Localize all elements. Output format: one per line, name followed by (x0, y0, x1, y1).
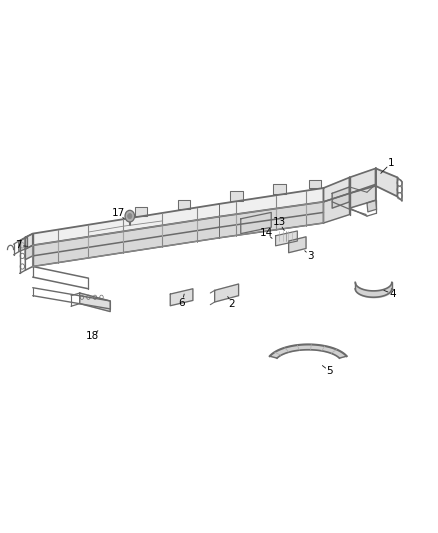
Text: 2: 2 (229, 298, 235, 309)
Polygon shape (170, 289, 193, 306)
Text: 17: 17 (112, 208, 126, 219)
Polygon shape (270, 344, 346, 358)
Polygon shape (276, 231, 297, 246)
Text: 3: 3 (307, 251, 314, 261)
Text: 7: 7 (14, 240, 21, 251)
Polygon shape (178, 200, 190, 209)
Polygon shape (25, 245, 33, 260)
Polygon shape (230, 191, 243, 200)
Text: 18: 18 (86, 332, 99, 342)
Text: 5: 5 (327, 367, 333, 376)
Polygon shape (323, 193, 350, 223)
Polygon shape (215, 284, 239, 302)
Polygon shape (241, 213, 271, 233)
Polygon shape (332, 187, 350, 208)
Circle shape (127, 214, 132, 219)
Polygon shape (33, 188, 323, 245)
Polygon shape (273, 184, 286, 194)
Polygon shape (134, 207, 147, 216)
Polygon shape (25, 233, 33, 249)
Polygon shape (350, 184, 376, 208)
Polygon shape (33, 202, 323, 266)
Text: 13: 13 (272, 217, 286, 228)
Polygon shape (323, 177, 350, 202)
Text: 4: 4 (390, 289, 396, 299)
Polygon shape (350, 168, 376, 193)
Text: 1: 1 (388, 158, 394, 168)
Circle shape (125, 211, 134, 222)
Polygon shape (376, 168, 397, 197)
Polygon shape (289, 237, 306, 253)
Polygon shape (19, 237, 28, 252)
Polygon shape (309, 180, 321, 188)
Text: 6: 6 (179, 297, 185, 308)
Polygon shape (367, 200, 377, 212)
Text: 14: 14 (259, 228, 272, 238)
Polygon shape (80, 293, 110, 312)
